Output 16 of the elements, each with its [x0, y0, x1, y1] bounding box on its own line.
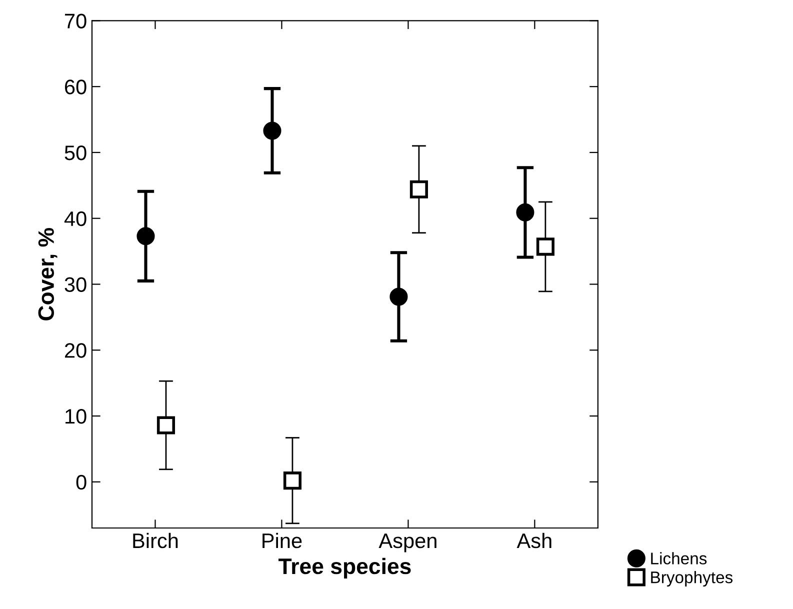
x-axis-title: Tree species	[278, 558, 411, 579]
y-tick-label: 20	[65, 343, 86, 358]
y-tick-label: 60	[65, 80, 86, 94]
legend-label: Lichens	[651, 552, 707, 564]
legend-label: Bryophytes	[651, 571, 733, 587]
x-tick-label: Aspen	[378, 534, 436, 552]
y-tick-label: 0	[76, 474, 86, 490]
y-tick-label: 50	[64, 145, 86, 160]
y-tick-label: 10	[66, 409, 86, 424]
y-axis-title: Cover, %	[38, 228, 58, 320]
x-tick-label: Pine	[262, 532, 302, 548]
x-tick-label: Ash	[516, 532, 552, 548]
y-tick-label: 40	[64, 211, 86, 226]
y-tick-label: 70	[65, 14, 86, 28]
x-tick-label: Birch	[133, 532, 178, 548]
y-tick-label: 30	[64, 277, 86, 292]
